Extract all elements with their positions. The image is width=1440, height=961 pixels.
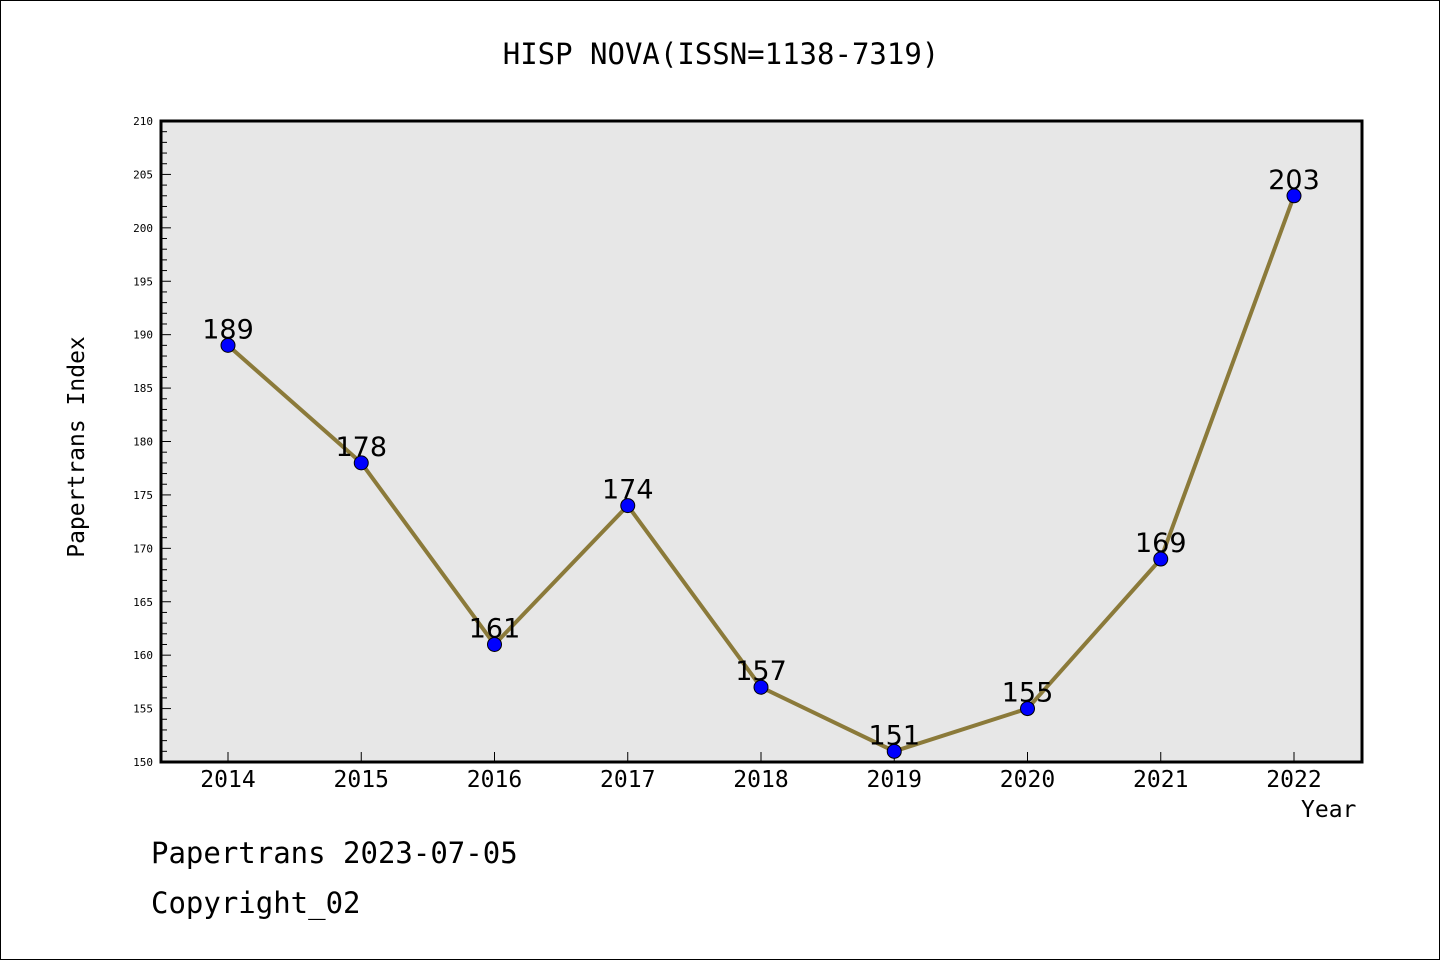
data-point [487, 636, 502, 652]
x-tick-label: 2016 [467, 767, 522, 793]
y-tick-label: 150 [133, 756, 153, 769]
data-label: 174 [602, 475, 654, 506]
x-tick-label: 2015 [334, 767, 389, 793]
y-tick-label: 165 [133, 596, 153, 609]
x-tick-label: 2020 [1000, 767, 1055, 793]
footer-copyright: Copyright_02 [151, 886, 361, 920]
y-tick-label: 195 [133, 275, 153, 288]
y-tick-label: 190 [133, 329, 153, 342]
data-point [1286, 188, 1302, 204]
y-tick-label: 175 [133, 489, 153, 502]
y-tick-label: 155 [133, 703, 153, 716]
data-point [220, 337, 236, 353]
x-axis-label: Year [1301, 797, 1357, 823]
y-tick-label: 180 [133, 436, 153, 449]
x-tick-label: 2019 [867, 767, 922, 793]
footer-date: Papertrans 2023-07-05 [151, 836, 518, 870]
y-axis: 150 155 160 165 170 175 180 185 190 195 200 205 210 [133, 115, 171, 769]
data-point [1020, 701, 1035, 717]
x-tick-label: 2021 [1133, 767, 1188, 793]
x-axis: 2014 2015 2016 2017 2018 2019 2020 2021 2022 [200, 752, 1322, 793]
y-tick-label: 160 [133, 649, 153, 662]
chart-title: HISP NOVA(ISSN=1138-7319) [502, 37, 940, 71]
y-tick-label: 205 [133, 168, 153, 181]
y-tick-label: 200 [133, 222, 153, 235]
data-point [886, 743, 902, 759]
data-point [620, 498, 636, 514]
plot-frame [159, 119, 1364, 764]
x-tick-label: 2022 [1266, 767, 1321, 793]
series-layer: 189 178 161 174 157 151 155 169 203 [202, 165, 1320, 759]
data-point [753, 679, 769, 695]
y-tick-label: 210 [133, 115, 153, 128]
data-point [353, 455, 369, 471]
x-tick-label: 2014 [200, 767, 255, 793]
x-tick-label: 2018 [733, 767, 788, 793]
plot-area [161, 121, 1362, 762]
data-label: 155 [1002, 678, 1054, 709]
y-tick-label: 170 [133, 542, 153, 555]
data-label: 178 [335, 432, 387, 463]
data-label: 203 [1268, 165, 1320, 196]
y-tick-label: 185 [133, 382, 153, 395]
data-label: 189 [202, 314, 254, 345]
data-point [1153, 551, 1169, 567]
x-tick-label: 2017 [600, 767, 655, 793]
data-label: 151 [868, 720, 920, 751]
data-label: 169 [1135, 528, 1187, 559]
data-label: 161 [469, 613, 521, 644]
data-label: 157 [735, 656, 787, 687]
